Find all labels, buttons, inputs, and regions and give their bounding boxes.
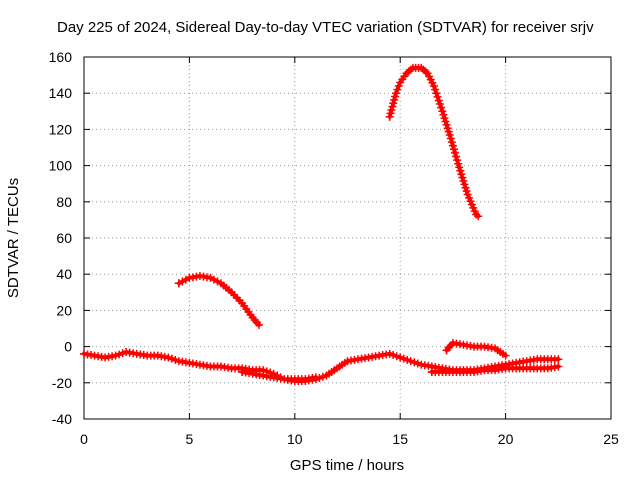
data-point [394, 81, 403, 90]
data-point [434, 96, 443, 105]
data-point [389, 351, 398, 360]
x-tick-label: 5 [186, 431, 194, 447]
data-point [311, 373, 320, 382]
y-tick-label: 160 [49, 49, 73, 65]
data-point [446, 134, 455, 143]
data-point [435, 100, 444, 109]
data-point [213, 277, 222, 286]
data-point [318, 372, 327, 381]
series-line [444, 341, 508, 358]
series-baseline-upper [80, 348, 563, 385]
x-tick-label: 0 [80, 431, 88, 447]
data-point [206, 273, 215, 282]
series-arc-3 [442, 338, 510, 360]
data-point [451, 148, 460, 157]
data-point [452, 152, 461, 161]
x-tick-label: 10 [287, 431, 303, 447]
data-point [454, 159, 463, 168]
y-tick-label: 100 [49, 158, 73, 174]
data-point [181, 275, 190, 284]
data-layer [80, 63, 563, 385]
data-point [431, 85, 440, 94]
data-point [111, 351, 120, 360]
data-point [554, 355, 563, 364]
x-axis-label: GPS time / hours [290, 457, 404, 474]
series-arc-2 [385, 63, 483, 221]
y-tick-label: 40 [56, 266, 72, 282]
y-tick-label: 0 [64, 339, 72, 355]
y-tick-label: -20 [52, 375, 72, 391]
data-point [453, 156, 462, 165]
series-baseline-lower [238, 362, 563, 384]
y-axis-label: SDTVAR / TECUs [5, 178, 22, 298]
data-point [474, 212, 483, 221]
y-tick-label: 60 [56, 230, 72, 246]
data-point [164, 353, 173, 362]
data-point [254, 320, 263, 329]
data-point [396, 353, 405, 362]
series-arc-1 [174, 272, 263, 329]
data-point [385, 349, 394, 358]
data-point [391, 89, 400, 98]
data-point [406, 357, 415, 366]
data-point [209, 275, 218, 284]
axis-ticks: -40 -20 0 20 40 60 80 100 120 140 160 0 5 10 15 20 25 [49, 49, 619, 447]
y-tick-label: 120 [49, 121, 73, 137]
data-point [115, 350, 124, 359]
y-tick-label: -40 [52, 411, 72, 427]
data-point [437, 103, 446, 112]
data-point [429, 81, 438, 90]
x-tick-label: 25 [603, 431, 619, 447]
data-point [448, 141, 457, 150]
y-tick-label: 80 [56, 194, 72, 210]
data-point [413, 359, 422, 368]
data-point [392, 352, 401, 361]
data-point [433, 92, 442, 101]
data-point [171, 355, 180, 364]
data-point [393, 85, 402, 94]
data-point [178, 277, 187, 286]
data-point [449, 145, 458, 154]
data-point [399, 354, 408, 363]
data-point [403, 355, 412, 364]
data-point [410, 358, 419, 367]
x-tick-label: 15 [392, 431, 408, 447]
data-point [118, 349, 127, 358]
data-point [447, 138, 456, 147]
data-point [174, 279, 183, 288]
y-tick-label: 20 [56, 302, 72, 318]
data-point [554, 362, 563, 371]
data-point [432, 89, 441, 98]
data-point [167, 354, 176, 363]
grid-lines [84, 57, 611, 419]
x-tick-label: 20 [498, 431, 514, 447]
chart-title: Day 225 of 2024, Sidereal Day-to-day VTE… [57, 19, 594, 36]
data-point [501, 351, 510, 360]
y-tick-label: 140 [49, 85, 73, 101]
